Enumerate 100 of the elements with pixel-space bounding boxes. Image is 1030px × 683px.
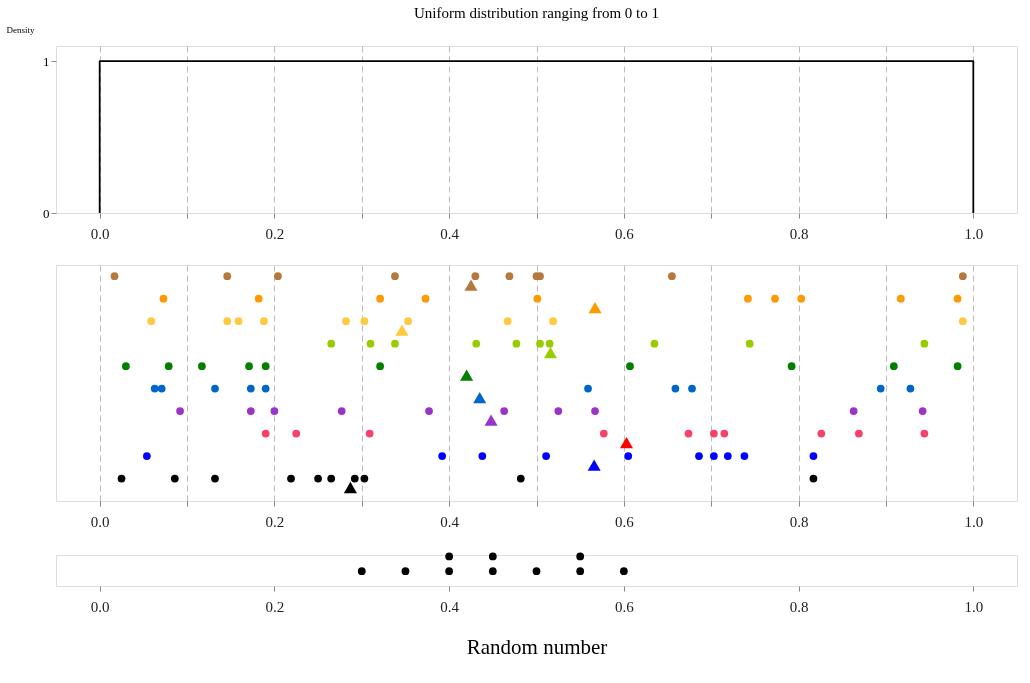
point <box>292 429 301 438</box>
point <box>542 452 550 460</box>
point <box>360 317 369 326</box>
point <box>545 339 554 348</box>
point <box>404 317 412 326</box>
x-tick-label: 0.8 <box>789 513 809 530</box>
point <box>671 384 680 393</box>
point <box>471 272 480 281</box>
point <box>876 384 885 393</box>
point <box>817 429 826 438</box>
point <box>720 429 729 438</box>
point <box>365 429 374 438</box>
point <box>695 452 703 460</box>
point <box>740 452 749 460</box>
point <box>500 407 509 415</box>
point <box>920 339 929 348</box>
point <box>117 474 126 483</box>
x-tick-label: 0.0 <box>90 225 110 242</box>
point <box>261 384 270 393</box>
x-tick-label: 0.2 <box>265 225 285 242</box>
x-tick-label: 0.2 <box>265 513 285 530</box>
point <box>668 272 676 281</box>
point <box>176 407 184 415</box>
point <box>512 339 521 348</box>
point <box>549 317 557 326</box>
x-tick-label: 0.0 <box>90 598 110 615</box>
x-tick-label: 1.0 <box>964 598 984 615</box>
point <box>619 436 633 449</box>
point <box>584 384 592 393</box>
point <box>421 294 430 303</box>
point <box>809 474 818 483</box>
point <box>554 407 563 415</box>
point <box>438 452 447 460</box>
point <box>150 384 159 393</box>
point <box>366 339 375 348</box>
x-tick-label: 0.4 <box>440 225 460 242</box>
x-tick-label: 1.0 <box>964 513 984 530</box>
point <box>958 272 967 281</box>
point <box>157 384 166 393</box>
point <box>223 317 232 326</box>
point <box>472 339 481 348</box>
x-tick-label: 0.8 <box>789 598 809 615</box>
x-tick-label: 0.4 <box>440 598 460 615</box>
point <box>536 272 544 281</box>
y-tick-label: 1 <box>43 53 50 69</box>
point <box>350 474 359 483</box>
point <box>953 294 962 303</box>
point <box>142 452 151 460</box>
x-tick-label: 0.8 <box>789 225 809 242</box>
point <box>327 339 336 348</box>
point <box>771 294 779 303</box>
point <box>159 294 168 303</box>
point <box>745 339 754 348</box>
point <box>391 339 399 348</box>
x-tick-label: 0.6 <box>614 598 635 615</box>
point <box>360 474 369 483</box>
point <box>391 272 399 281</box>
point <box>376 362 384 371</box>
point <box>314 474 322 483</box>
point <box>327 474 336 483</box>
chart-title: Uniform distribution ranging from 0 to 1 <box>414 5 659 21</box>
point <box>425 407 433 415</box>
point <box>164 362 173 371</box>
point <box>591 407 599 415</box>
point <box>110 272 119 281</box>
x-tick-label: 0.6 <box>614 513 635 530</box>
point <box>797 294 806 303</box>
point <box>211 384 219 393</box>
point <box>953 362 962 371</box>
point <box>246 407 255 415</box>
point <box>211 474 219 483</box>
point <box>287 474 295 483</box>
point <box>274 272 282 281</box>
point <box>270 407 279 415</box>
point <box>744 294 752 303</box>
point <box>855 429 863 438</box>
x-tick-label: 0.6 <box>614 225 635 242</box>
point <box>342 317 350 326</box>
x-tick-label: 0.4 <box>440 513 460 530</box>
point <box>809 452 818 460</box>
point <box>536 339 544 348</box>
point <box>889 362 898 371</box>
point <box>650 339 659 348</box>
point <box>624 452 633 460</box>
point <box>849 407 858 415</box>
y-axis-title: Density <box>6 24 35 35</box>
point <box>261 429 270 438</box>
point <box>337 407 346 415</box>
point <box>787 362 796 371</box>
point <box>709 429 718 438</box>
point <box>376 294 384 303</box>
point <box>684 429 693 438</box>
point <box>896 294 905 303</box>
point <box>246 384 255 393</box>
point <box>254 294 263 303</box>
point <box>223 272 232 281</box>
point <box>478 452 487 460</box>
point <box>122 362 130 371</box>
point <box>906 384 915 393</box>
point <box>688 384 696 393</box>
